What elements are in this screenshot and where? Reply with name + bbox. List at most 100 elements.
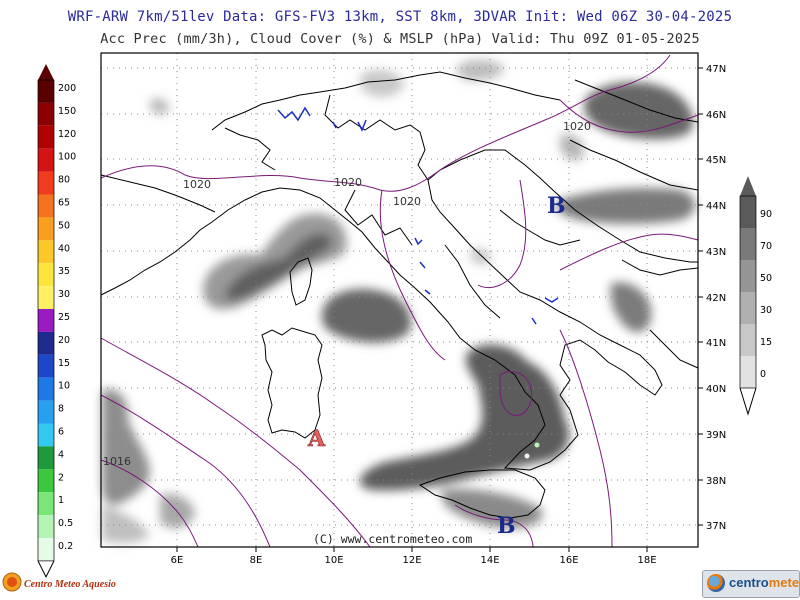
isobar-label: 1020 <box>563 120 591 133</box>
precip-scale-label: 6 <box>58 427 64 438</box>
lat-label: 39N <box>706 430 726 441</box>
map-frame <box>100 52 699 548</box>
scale-top-arrow <box>38 64 54 80</box>
precip-scale-swatch <box>38 171 54 195</box>
lat-label: 42N <box>706 293 726 304</box>
precip-scale-swatch <box>38 446 54 470</box>
precip-scale-label: 35 <box>58 266 70 277</box>
cloud-cover-scale: 90 70 50 30 15 0 <box>739 176 772 416</box>
low-pressure-marker: B <box>497 513 516 539</box>
isobars <box>100 54 699 548</box>
cloud-scale-swatch <box>740 260 756 292</box>
precip-scale-swatch <box>38 194 54 218</box>
precip-scale-label: 0.2 <box>58 541 73 552</box>
centrometeo-globe-icon <box>707 574 725 592</box>
right-logo-text: centrometeo <box>729 575 800 590</box>
lat-label: 38N <box>706 476 726 487</box>
precip-scale-label: 100 <box>58 152 76 163</box>
low-pressure-marker: B <box>547 193 566 219</box>
cloud-scale-swatch <box>740 228 756 260</box>
high-pressure-marker: A <box>307 426 326 452</box>
latitude-labels: 47N 46N 45N 44N 43N 42N 41N 40N 39N 38N … <box>706 64 726 532</box>
precip-scale-label: 65 <box>58 198 70 209</box>
cloud-scale-frame <box>739 195 757 389</box>
precip-scale-label: 0.5 <box>58 518 73 529</box>
precip-scale-label: 20 <box>58 335 70 346</box>
precipitation-color-scale: 200 150 120 100 80 65 50 40 35 30 25 20 15 10 8 6 4 2 1 0.5… <box>37 64 76 579</box>
precip-scale-swatch <box>38 148 54 172</box>
cloud-scale-label: 90 <box>760 209 772 220</box>
precip-scale-swatch <box>38 423 54 447</box>
precip-scale-label: 50 <box>58 220 70 231</box>
precip-scale-label: 2 <box>58 472 64 483</box>
lon-label: 12E <box>402 555 421 566</box>
left-logo-text: Centro Meteo Aquesio <box>24 579 116 590</box>
lon-label: 14E <box>480 555 499 566</box>
lat-label: 46N <box>706 110 726 121</box>
precip-scale-swatch <box>38 309 54 332</box>
cloud-scale-swatch <box>740 356 756 388</box>
precip-scale-swatch <box>38 125 54 149</box>
model-run-title: WRF-ARW 7km/51lev Data: GFS-FV3 13km, SS… <box>67 9 733 25</box>
precip-scale-swatch <box>38 400 54 424</box>
precip-scale-label: 1 <box>58 495 64 506</box>
precip-scale-swatch <box>38 377 54 401</box>
precip-scale-swatch <box>38 102 54 126</box>
cloud-scale-label: 50 <box>760 273 772 284</box>
cloud-scale-label: 0 <box>760 369 766 380</box>
longitude-labels: 6E 8E 10E 12E 14E 16E 18E <box>171 555 657 566</box>
axis-ticks <box>176 67 703 552</box>
lat-label: 47N <box>706 64 726 75</box>
precip-scale-label: 4 <box>58 449 64 460</box>
lon-label: 10E <box>324 555 343 566</box>
cloud-scale-label: 30 <box>760 305 772 316</box>
precip-scale-swatch <box>38 240 54 264</box>
precip-scale-label: 150 <box>58 106 76 117</box>
lat-label: 45N <box>706 155 726 166</box>
product-valid-title: Acc Prec (mm/3h), Cloud Cover (%) & MSLP… <box>100 31 700 47</box>
cloud-cover-layer <box>102 59 695 544</box>
lon-label: 16E <box>559 555 578 566</box>
centro-meteo-aquesio-logo: Centro Meteo Aquesio <box>2 568 122 596</box>
cloud-scale-swatch <box>740 196 756 228</box>
lat-label: 37N <box>706 521 726 532</box>
lon-label: 18E <box>637 555 656 566</box>
cloud-scale-label: 70 <box>760 241 772 252</box>
cloud-scale-swatch <box>740 324 756 356</box>
lat-label: 44N <box>706 201 726 212</box>
lat-lon-grid <box>101 53 698 547</box>
precip-scale-swatch <box>38 80 54 103</box>
precip-scale-label: 80 <box>58 175 70 186</box>
isobar-label: 1016 <box>103 455 131 468</box>
isobar-label: 1020 <box>334 176 362 189</box>
precip-scale-label: 25 <box>58 312 70 323</box>
lat-label: 41N <box>706 338 726 349</box>
precip-scale-swatch <box>38 515 54 538</box>
precip-scale-frame <box>37 79 55 562</box>
lakes <box>277 106 559 325</box>
right-logo-text-b: meteo <box>768 575 800 590</box>
lat-label: 40N <box>706 384 726 395</box>
precip-scale-label: 40 <box>58 243 70 254</box>
copyright-label: (C) www.centrometeo.com <box>313 532 472 546</box>
cloud-scale-bottom-arrow <box>739 387 757 416</box>
pressure-centers: A B B <box>307 193 566 539</box>
precipitation-spots <box>524 442 540 459</box>
precip-scale-label: 8 <box>58 404 64 415</box>
lon-label: 6E <box>171 555 184 566</box>
centrometeo-logo: centrometeo <box>702 570 800 598</box>
lon-label: 8E <box>250 555 263 566</box>
cloud-scale-swatch <box>740 292 756 324</box>
isobar-labels: 1020 1020 1020 1020 1016 <box>103 120 591 468</box>
precip-scale-swatch <box>38 217 54 241</box>
right-logo-text-a: centro <box>729 575 769 590</box>
precip-scale-swatch <box>38 354 54 378</box>
coastlines-and-borders <box>100 71 699 519</box>
precip-scale-swatch <box>38 331 54 355</box>
precip-scale-label: 30 <box>58 289 70 300</box>
precip-scale-label: 120 <box>58 129 76 140</box>
precip-scale-label: 15 <box>58 358 70 369</box>
precip-scale-label: 10 <box>58 381 70 392</box>
precip-scale-swatch <box>38 469 54 493</box>
